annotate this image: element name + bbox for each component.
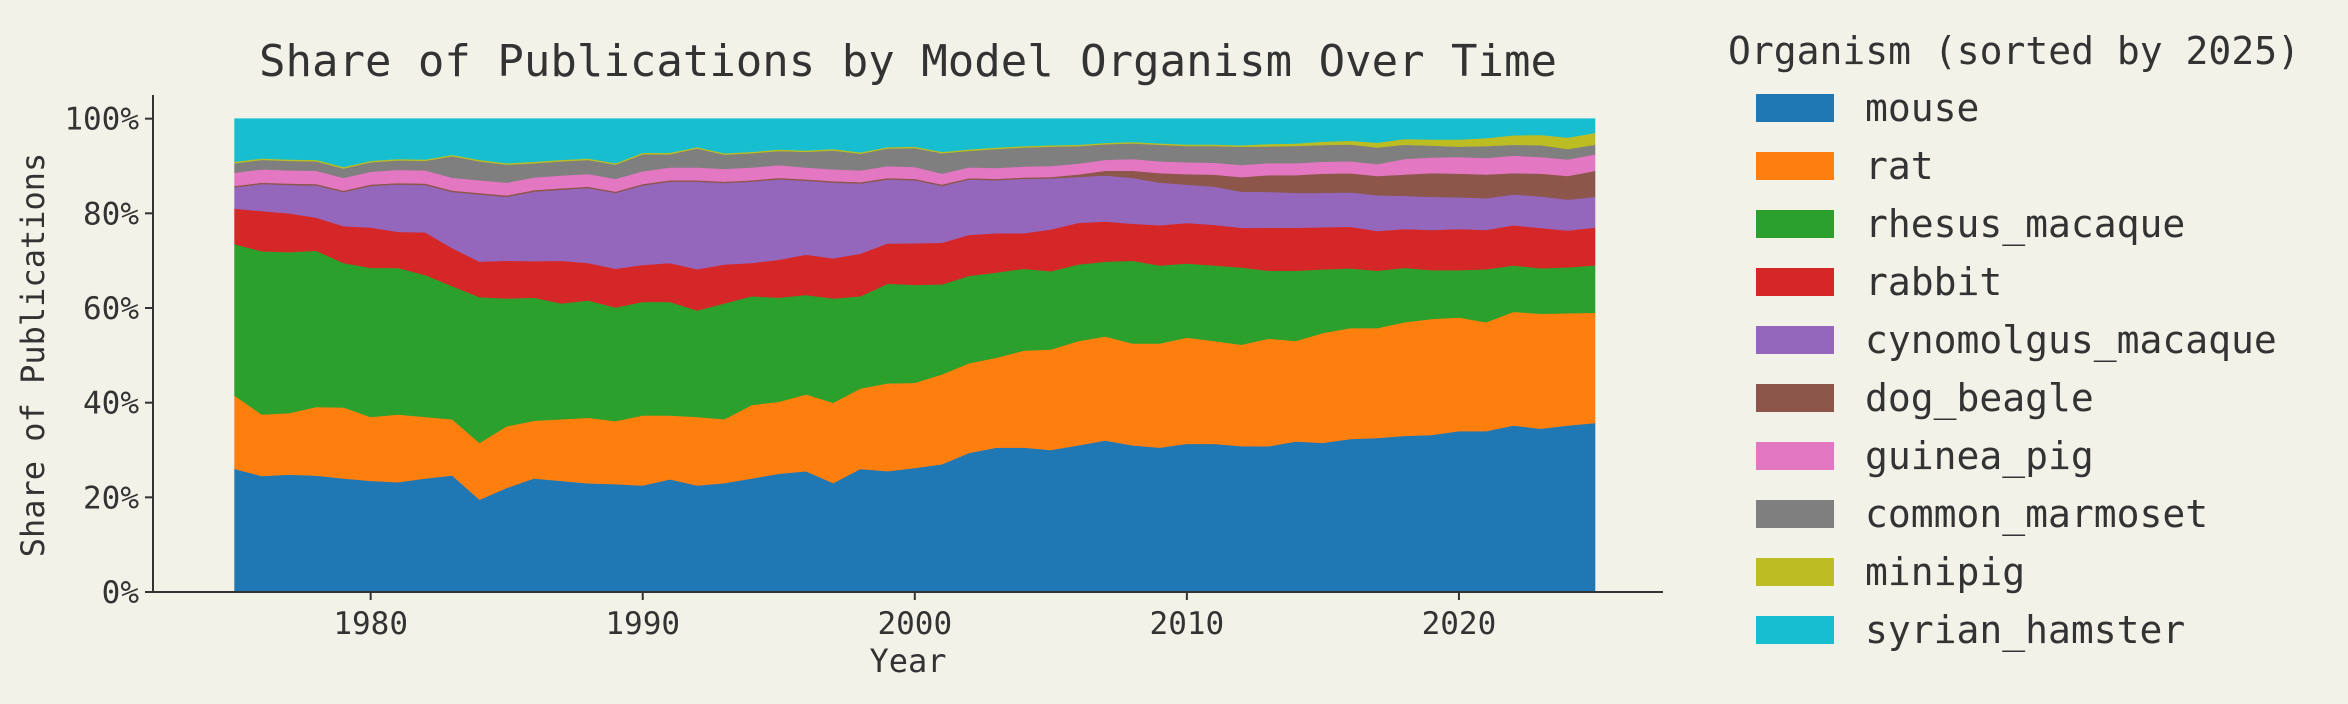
legend-swatch-dog_beagle — [1756, 384, 1834, 412]
legend-label-dog_beagle: dog_beagle — [1865, 376, 2094, 421]
legend-swatch-rhesus_macaque — [1756, 210, 1834, 238]
legend-swatch-minipig — [1756, 558, 1834, 586]
legend-label-cynomolgus_macaque: cynomolgus_macaque — [1865, 318, 2277, 363]
legend-swatch-rabbit — [1756, 268, 1834, 296]
x-tick-label: 2020 — [1422, 606, 1497, 642]
x-axis-label: Year — [869, 642, 946, 680]
legend-swatch-common_marmoset — [1756, 500, 1834, 528]
x-tick-label: 1980 — [333, 606, 408, 642]
area-syrian_hamster — [234, 118, 1596, 168]
y-axis-label: Share of Publications — [14, 153, 52, 558]
legend-label-rabbit: rabbit — [1865, 260, 2002, 304]
x-tick-label: 2010 — [1150, 606, 1225, 642]
y-tick-label: 100% — [64, 102, 139, 138]
series-areas — [234, 118, 1596, 593]
legend-swatch-syrian_hamster — [1756, 616, 1834, 644]
x-tick-label: 1990 — [605, 606, 680, 642]
legend-label-syrian_hamster: syrian_hamster — [1865, 608, 2185, 653]
legend-swatch-mouse — [1756, 94, 1834, 122]
legend-swatch-cynomolgus_macaque — [1756, 326, 1834, 354]
legend-swatch-guinea_pig — [1756, 442, 1834, 470]
y-tick-label: 60% — [83, 291, 139, 327]
chart-title: Share of Publications by Model Organism … — [259, 36, 1557, 87]
y-tick-label: 0% — [102, 575, 140, 611]
y-tick-label: 40% — [83, 386, 139, 422]
legend-label-rat: rat — [1865, 144, 1934, 188]
y-tick-label: 80% — [83, 196, 139, 232]
legend-swatch-rat — [1756, 152, 1834, 180]
axes: 0% 20% 40% 60% 80% 100% 1980 1990 2000 2010 2020 — [64, 95, 1663, 642]
legend-label-guinea_pig: guinea_pig — [1865, 434, 2094, 479]
legend-label-minipig: minipig — [1865, 550, 2025, 594]
legend-label-common_marmoset: common_marmoset — [1865, 492, 2208, 537]
y-tick-label: 20% — [83, 480, 139, 516]
legend-label-rhesus_macaque: rhesus_macaque — [1865, 202, 2185, 247]
legend-label-mouse: mouse — [1865, 86, 1979, 130]
x-tick-label: 2000 — [877, 606, 952, 642]
legend-title: Organism (sorted by 2025) — [1728, 29, 2300, 73]
